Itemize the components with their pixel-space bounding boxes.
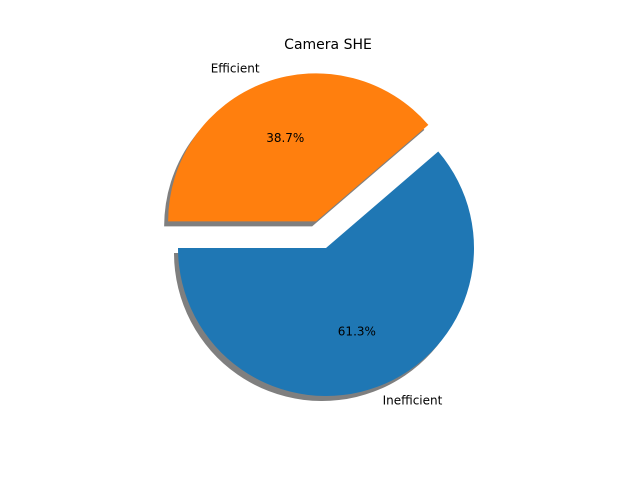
pie-slices: [168, 73, 475, 396]
pie-labels: Inefficient 61.3% Efficient 38.7%: [211, 62, 443, 408]
chart-title: Camera SHE: [284, 37, 372, 53]
slice-label-inefficient: Inefficient: [383, 394, 443, 408]
slice-label-efficient: Efficient: [211, 62, 260, 76]
pie-slice-inefficient: [178, 151, 475, 396]
pie-slice-efficient: [168, 73, 429, 222]
slice-percent-efficient: 38.7%: [266, 131, 304, 145]
slice-percent-inefficient: 61.3%: [338, 324, 376, 338]
